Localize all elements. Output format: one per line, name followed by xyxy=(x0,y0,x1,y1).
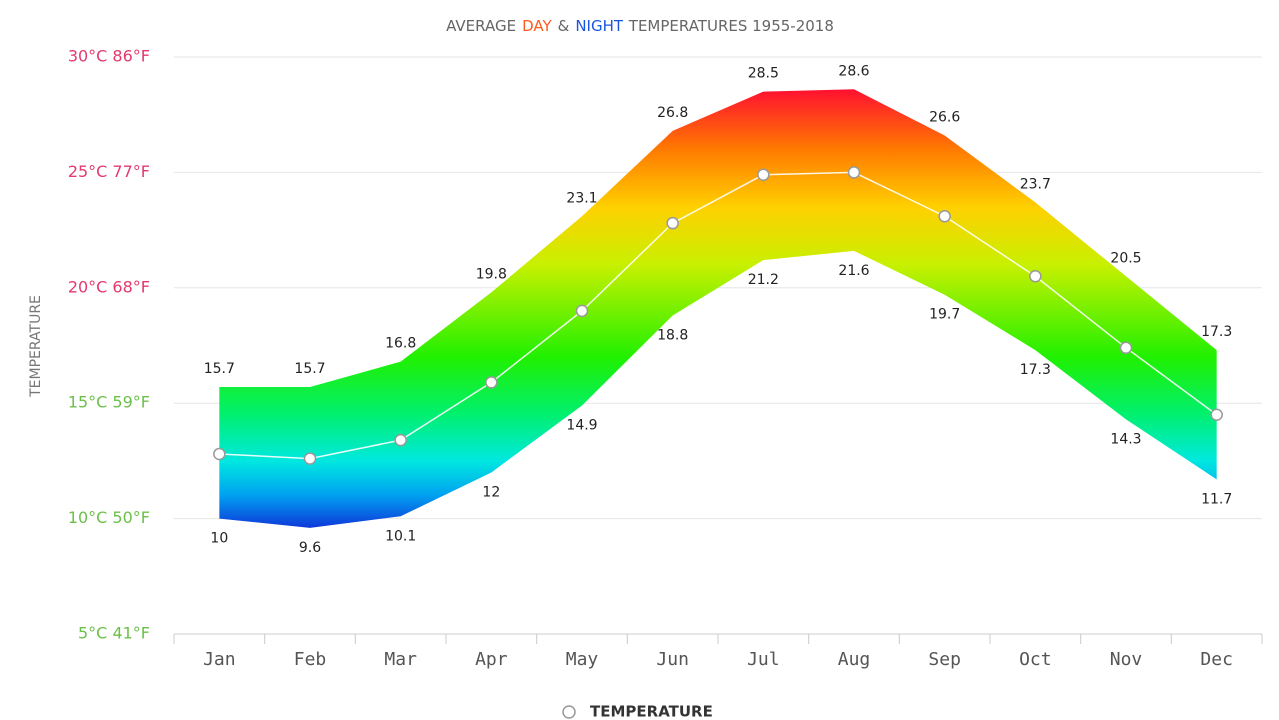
average-point xyxy=(213,447,226,461)
night-label: 18.8 xyxy=(657,327,688,343)
x-tick-label: Oct xyxy=(1019,649,1052,670)
day-label: 15.7 xyxy=(294,361,325,377)
night-label: 21.6 xyxy=(838,263,869,279)
subtitle-part: AVERAGE xyxy=(446,17,516,35)
x-tick-label: Dec xyxy=(1200,649,1233,670)
day-label: 17.3 xyxy=(1201,324,1232,340)
x-tick-label: Jan xyxy=(203,649,236,670)
night-label: 19.7 xyxy=(929,307,960,323)
night-label: 12 xyxy=(482,484,500,500)
average-line xyxy=(219,171,1218,460)
night-label: 21.2 xyxy=(748,272,779,288)
x-tick-label: Aug xyxy=(838,649,871,670)
day-label: 20.5 xyxy=(1110,250,1141,266)
day-label: 19.8 xyxy=(476,266,507,282)
night-label: 10 xyxy=(210,531,228,547)
average-point xyxy=(485,376,498,389)
night-label: 14.3 xyxy=(1110,431,1141,447)
y-tick-label: 15°C 59°F xyxy=(68,393,150,412)
y-tick-label: 25°C 77°F xyxy=(68,162,150,181)
x-tick-label: Feb xyxy=(294,649,327,670)
day-label: 28.5 xyxy=(748,66,779,82)
y-tick-label: 30°C 86°F xyxy=(68,47,150,66)
night-label: 14.9 xyxy=(566,418,597,434)
average-point xyxy=(303,452,317,465)
average-point xyxy=(394,433,407,447)
legend-marker xyxy=(562,705,576,719)
day-label: 15.7 xyxy=(204,361,235,377)
day-label: 26.6 xyxy=(929,109,960,125)
temperature-band xyxy=(219,89,1217,528)
night-label: 17.3 xyxy=(1020,362,1051,378)
y-tick-label: 5°C 41°F xyxy=(78,624,150,643)
day-label: 23.1 xyxy=(566,190,597,206)
average-point xyxy=(1119,341,1133,355)
y-axis-label: TEMPERATURE xyxy=(28,295,44,398)
chart-subtitle: AVERAGE DAY & NIGHT TEMPERATURES 1955-2018 xyxy=(446,17,834,35)
average-point xyxy=(575,304,589,318)
night-label: 10.1 xyxy=(385,528,416,544)
night-label: 9.6 xyxy=(299,540,321,556)
x-tick-label: Nov xyxy=(1110,649,1143,670)
subtitle-part: NIGHT xyxy=(575,17,624,35)
y-tick-label: 10°C 50°F xyxy=(68,508,150,527)
x-tick-label: Apr xyxy=(475,649,508,670)
day-label: 26.8 xyxy=(657,105,688,121)
subtitle-part: & xyxy=(558,17,570,35)
day-label: 16.8 xyxy=(385,336,416,352)
average-point xyxy=(847,166,861,179)
x-tick-label: Jun xyxy=(656,649,689,670)
x-tick-label: Jul xyxy=(747,649,780,670)
y-tick-label: 20°C 68°F xyxy=(68,277,150,296)
average-point xyxy=(757,168,770,181)
day-label: 23.7 xyxy=(1020,176,1051,192)
night-label: 11.7 xyxy=(1201,491,1232,507)
average-point xyxy=(1210,408,1223,421)
subtitle-part: TEMPERATURES 1955-2018 xyxy=(628,17,834,35)
x-tick-label: Mar xyxy=(384,649,417,670)
x-tick-label: May xyxy=(566,649,599,670)
day-label: 28.6 xyxy=(838,63,869,79)
subtitle-part: DAY xyxy=(522,17,552,35)
average-point xyxy=(666,216,679,230)
x-tick-label: Sep xyxy=(928,649,961,670)
legend-label: TEMPERATURE xyxy=(590,703,713,720)
average-point xyxy=(938,210,951,223)
average-point xyxy=(1029,270,1042,283)
